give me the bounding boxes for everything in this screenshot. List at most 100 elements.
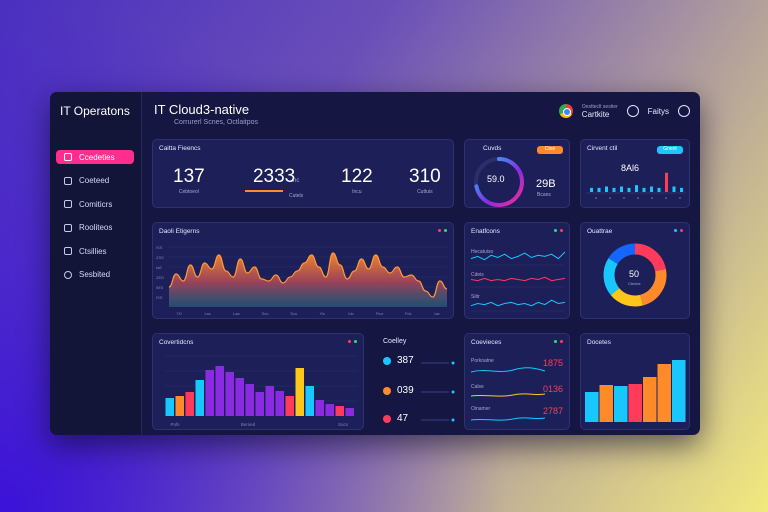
usage-bar	[657, 187, 661, 192]
bar-chart: Pofs Bersed Socs	[165, 355, 358, 427]
column-chart	[585, 360, 686, 422]
user-name[interactable]: Faitys	[647, 106, 669, 116]
list-item-value: 1875	[542, 358, 563, 368]
x-tick-label: Iac	[434, 311, 439, 316]
donut-slice	[610, 287, 643, 307]
donut-slice	[634, 243, 666, 272]
status-badge[interactable]: Gneot	[657, 146, 683, 154]
sidebar-item-label: Rooliteos	[79, 223, 113, 232]
series-line	[470, 276, 566, 282]
sidebar-item-monitor[interactable]: Comiticrs	[56, 197, 134, 211]
list-item[interactable]: Calse 0136	[471, 384, 565, 402]
legend-dots	[674, 229, 683, 232]
sidebar-item-dashboard[interactable]: Ccedeties	[56, 150, 134, 164]
column-bar	[672, 360, 686, 422]
status-badge[interactable]: Ctee	[537, 146, 563, 154]
browser-icon[interactable]	[558, 104, 573, 118]
sidebar-item-network[interactable]: Rooliteos	[56, 221, 134, 235]
legend-dots	[554, 340, 563, 343]
column-bar	[643, 377, 657, 422]
dashboard-window: IT Operatons Ccedeties Coeteed Comiticrs…	[50, 92, 700, 435]
kpi-label: Cuttuis	[417, 189, 433, 195]
bar	[265, 386, 274, 416]
legend-dots	[348, 340, 357, 343]
list-item-label: Calse	[471, 384, 484, 390]
column-chart-card: Docetes	[580, 333, 690, 430]
tick-dot	[609, 197, 611, 199]
usage-bar	[635, 185, 638, 192]
bar	[275, 391, 284, 416]
area-chart: ISS IMS ZED IaE ZSS ISS 7/0 Lac Laa Sco Sco Ylc Idc F…	[156, 245, 448, 316]
stats-panel: Coelley 387 039 47	[383, 333, 455, 430]
stat-value: 039	[397, 385, 414, 396]
x-tick-label: Laa	[233, 311, 240, 316]
lines-card: Enatfcons Hecatuiso Cdeis Siitr	[464, 222, 570, 319]
legend-dot	[680, 229, 683, 232]
legend-dot	[674, 229, 677, 232]
sidebar-item-label: Ccedeties	[79, 152, 115, 162]
gauge-chart	[474, 157, 524, 207]
settings-icon	[64, 247, 72, 255]
bar	[325, 404, 334, 416]
card-title: Daoli Etigerns	[159, 228, 200, 235]
usage-bar	[665, 172, 668, 192]
kpi-unit: nc	[293, 178, 300, 184]
donut-center-label: Ctedcs	[628, 281, 641, 286]
network-icon	[64, 223, 72, 232]
side-value: 29B	[536, 178, 556, 190]
bar	[215, 366, 224, 416]
sidebar-item-label: Ctsillies	[79, 246, 107, 256]
gauge-card: Cuvds Ctee 59.0 29B Bcans	[464, 139, 570, 208]
card-title: Ouattrae	[587, 228, 613, 235]
usage-bar	[642, 187, 646, 192]
kpi-card: Caitta Fieencs 137 Cebtoeol 2333 Cutels n…	[152, 139, 454, 208]
y-tick-label: ISS	[156, 245, 163, 250]
bar	[345, 408, 354, 416]
donut-slice	[639, 269, 667, 306]
usage-bar	[620, 186, 623, 192]
stat-row[interactable]: 47	[383, 413, 408, 424]
area-line	[168, 252, 448, 298]
app-title: IT Operatons	[60, 104, 130, 118]
header-actions: Oestteclt sestier Cartkite Faitys	[558, 103, 690, 119]
stat-row[interactable]: 387	[383, 355, 414, 366]
stat-value: 387	[397, 355, 414, 366]
gauge-arc	[474, 157, 524, 207]
account-menu[interactable]: Oestteclt sestier Cartkite	[582, 103, 618, 119]
area-chart-card: Daoli Etigerns ISS IMS ZED IaE ZSS ISS 7/0 Lac L…	[152, 222, 454, 319]
sidebar-item-settings[interactable]: Ctsillies	[56, 244, 134, 258]
location-pin-icon[interactable]	[626, 105, 639, 117]
kpi-value: 122	[341, 166, 373, 187]
usage-bar	[680, 187, 683, 192]
tick-dot	[637, 197, 639, 199]
logout-icon	[64, 270, 72, 279]
sidebar-item-servers[interactable]: Coeteed	[56, 174, 134, 188]
series-label: Siitr	[471, 294, 480, 300]
kpi-item: 2333 Cutels	[245, 166, 303, 199]
stat-row[interactable]: 039	[383, 385, 414, 396]
bar	[195, 380, 204, 416]
card-title: Caitta Fieencs	[159, 145, 201, 152]
list-item[interactable]: Oinamer 2787	[471, 406, 565, 424]
usage-bar	[605, 186, 608, 192]
bar	[315, 400, 324, 416]
series-line	[470, 251, 566, 261]
bar	[295, 368, 304, 416]
donut-center-value: 50	[629, 269, 640, 279]
legend-dots	[438, 229, 447, 232]
sidebar-item-logout[interactable]: Sesbited	[56, 268, 134, 282]
x-tick-label: Fdc	[405, 311, 412, 316]
kpi-item: 122 Incu	[341, 166, 373, 195]
tick-dot	[679, 197, 681, 199]
column-bar	[657, 364, 671, 422]
help-icon[interactable]	[678, 105, 690, 117]
y-tick-label: ISS	[156, 295, 163, 300]
bar	[305, 386, 314, 416]
donut-card: Ouattrae 50 Ctedcs	[580, 222, 690, 319]
tick-dot	[651, 197, 653, 199]
legend-dot	[438, 229, 441, 232]
x-tick-label: Sco	[262, 311, 270, 316]
page-subtitle: Corrurerl Scnes, Octlaitpos	[174, 119, 259, 126]
list-item[interactable]: Porkoatne 1875	[471, 358, 565, 376]
bar	[285, 396, 294, 416]
